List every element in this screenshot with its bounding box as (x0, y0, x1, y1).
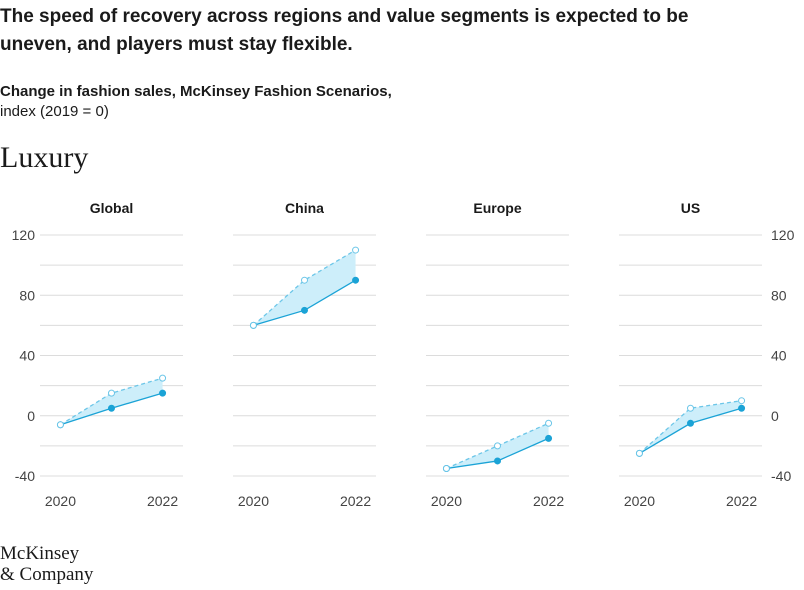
subtitle: Change in fashion sales, McKinsey Fashio… (0, 83, 392, 100)
x-tick-label: 2020 (238, 493, 269, 509)
y-tick-label: 0 (27, 408, 35, 424)
x-tick-label: 2022 (726, 493, 757, 509)
point (56, 421, 64, 429)
point (108, 404, 115, 412)
y-tick-label: -40 (771, 468, 791, 484)
point (301, 276, 308, 284)
range-fill (639, 400, 742, 454)
panel-title: China (285, 200, 324, 216)
y-tick-label: 40 (771, 348, 787, 364)
headline: uneven, and players must stay flexible. (0, 34, 353, 55)
point (687, 419, 694, 427)
x-tick-label: 2020 (45, 493, 76, 509)
panel-title: Global (90, 200, 134, 216)
point (738, 404, 746, 412)
panel-title: US (681, 200, 700, 216)
logo: & Company (0, 564, 94, 585)
point (494, 442, 501, 450)
y-tick-label: 120 (771, 227, 795, 243)
point (635, 449, 643, 457)
x-tick-label: 2020 (431, 493, 462, 509)
point (159, 374, 167, 382)
headline: The speed of recovery across regions and… (0, 6, 688, 27)
point (352, 246, 360, 254)
y-tick-label: 80 (771, 287, 787, 303)
series-line (252, 249, 356, 326)
point (249, 321, 257, 329)
x-tick-label: 2022 (340, 493, 371, 509)
section-title: Luxury (0, 141, 88, 174)
y-tick-label: 0 (771, 408, 779, 424)
x-tick-label: 2020 (624, 493, 655, 509)
series-line (638, 400, 742, 454)
point (301, 306, 308, 314)
range-fill (253, 250, 356, 326)
point (738, 397, 746, 405)
point (442, 464, 450, 472)
panel-title: Europe (473, 200, 521, 216)
subtitle-units: index (2019 = 0) (0, 103, 109, 120)
y-tick-label: -40 (15, 468, 35, 484)
point (545, 434, 553, 442)
series-line (446, 422, 549, 470)
range-fill (60, 378, 163, 425)
point (687, 404, 694, 412)
x-tick-label: 2022 (147, 493, 178, 509)
y-tick-label: 120 (12, 227, 36, 243)
point (108, 389, 115, 397)
point (352, 276, 360, 284)
point (494, 457, 501, 465)
logo: McKinsey (0, 543, 80, 564)
y-tick-label: 40 (19, 348, 35, 364)
point (159, 389, 167, 397)
x-tick-label: 2022 (533, 493, 564, 509)
point (545, 419, 553, 427)
y-tick-label: 80 (19, 287, 35, 303)
